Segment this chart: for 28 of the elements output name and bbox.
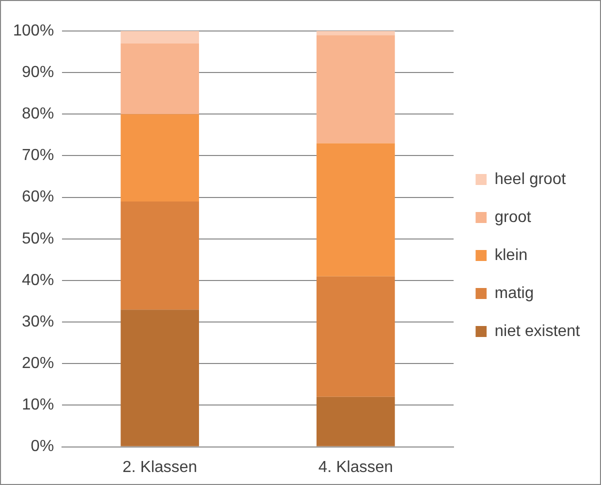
y-tick-label: 40% bbox=[22, 272, 54, 289]
bar bbox=[120, 201, 200, 310]
y-tick-label: 100% bbox=[13, 22, 54, 40]
bar bbox=[316, 396, 395, 446]
x-tick-label: 2. Klassen bbox=[122, 458, 198, 476]
y-tick-label: 60% bbox=[22, 188, 54, 206]
bar bbox=[120, 310, 200, 446]
y-tick-label: 20% bbox=[22, 355, 54, 372]
legend-label: heel groot bbox=[494, 170, 566, 188]
y-tick-label: 70% bbox=[22, 147, 54, 164]
bar bbox=[316, 143, 395, 276]
y-tick-label: 0% bbox=[30, 438, 54, 456]
legend-label: niet existent bbox=[494, 322, 581, 340]
bar bbox=[120, 43, 200, 114]
y-tick-label: 10% bbox=[22, 396, 54, 414]
legend-label: klein bbox=[494, 246, 528, 264]
legend-label: matig bbox=[494, 284, 534, 302]
y-tick-label: 50% bbox=[22, 230, 54, 248]
bar bbox=[316, 276, 395, 397]
y-tick-label: 30% bbox=[22, 313, 54, 330]
y-tick-label: 80% bbox=[22, 106, 54, 123]
x-tick-label: 4. Klassen bbox=[318, 458, 394, 476]
legend-label: groot bbox=[494, 208, 532, 226]
bar bbox=[120, 31, 200, 44]
bar bbox=[316, 31, 395, 36]
y-tick-label: 90% bbox=[22, 64, 54, 81]
bar bbox=[316, 35, 395, 144]
bar bbox=[120, 114, 200, 202]
